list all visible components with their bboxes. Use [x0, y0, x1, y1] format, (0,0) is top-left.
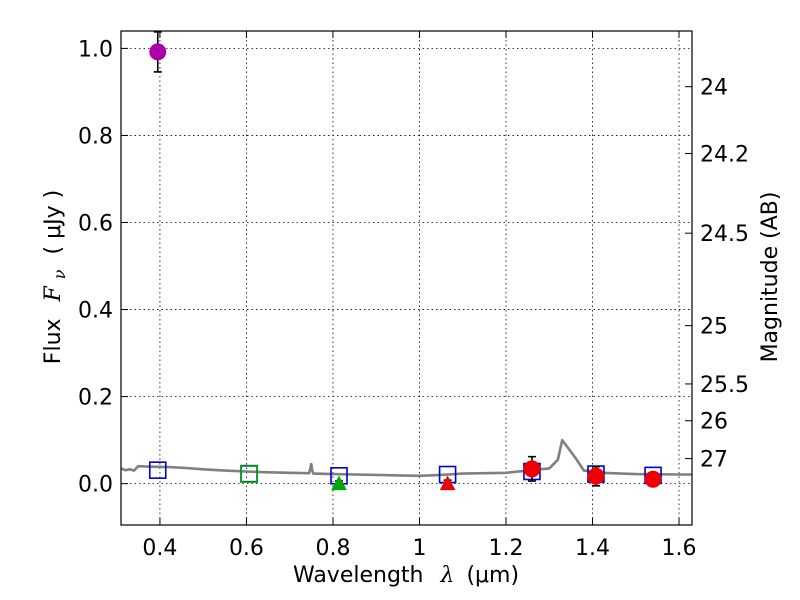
- data-point-square: [240, 465, 258, 483]
- y-axis-label-subscript: ν: [50, 269, 69, 279]
- plot-frame: [120, 30, 693, 526]
- data-point-square: [148, 461, 167, 479]
- y-tick-label: 0.2: [78, 386, 113, 411]
- x-axis-label: Wavelength λ (μm): [293, 563, 519, 588]
- sed-model-line: [120, 438, 692, 478]
- x-tick-label: 1.4: [575, 536, 610, 561]
- y2-tick-label: 27: [700, 448, 728, 473]
- axis-ticks: 0.4 0.6 0.8 1 1.2 1.4 1.6 0.0 0.2 0.4 0.6 0.8 1.0 24 2…: [78, 31, 749, 561]
- data-markers-layer: [148, 31, 662, 491]
- data-point-circle: [587, 467, 605, 485]
- x-axis-label-prefix: Wavelength: [293, 563, 424, 588]
- x-tick-label: 0.6: [229, 536, 264, 561]
- x-axis-label-unit: (μm): [466, 563, 519, 588]
- data-point-circle: [149, 43, 167, 61]
- grid-lines: [121, 31, 692, 525]
- y-tick-label: 1.0: [78, 37, 113, 62]
- x-tick-label: 1.2: [488, 536, 523, 561]
- y-tick-label: 0.6: [78, 212, 113, 237]
- y-tick-label: 0.8: [78, 124, 113, 149]
- y2-tick-label: 25: [700, 315, 728, 340]
- y-axis-label-unit: ( μJy ): [41, 190, 66, 255]
- y-axis-label-prefix: Flux: [41, 318, 66, 364]
- y2-tick-label: 25.5: [700, 373, 749, 398]
- y-tick-label: 0.0: [78, 473, 113, 498]
- sed-model-layer: [120, 438, 692, 478]
- x-tick-label: 0.4: [142, 536, 177, 561]
- right-axis-label: Magnitude (AB): [758, 192, 783, 363]
- y2-tick-label: 24: [700, 76, 728, 101]
- data-point-circle: [523, 460, 541, 478]
- y-tick-label: 0.4: [78, 299, 113, 324]
- y-axis-label-symbol: F: [41, 285, 66, 302]
- data-point-triangle: [331, 475, 347, 491]
- x-tick-label: 1: [412, 536, 426, 561]
- data-point-square: [240, 464, 258, 483]
- data-point-triangle: [439, 475, 456, 491]
- y2-tick-label: 24.5: [700, 222, 749, 247]
- x-tick-label: 1.6: [662, 536, 697, 561]
- data-point-circle: [644, 470, 662, 488]
- x-tick-label: 0.8: [315, 536, 350, 561]
- y2-tick-label: 24.2: [700, 142, 749, 167]
- y-axis-label: Flux F ν ( μJy ): [41, 190, 71, 364]
- y2-tick-label: 26: [700, 410, 728, 435]
- x-axis-label-symbol: λ: [439, 563, 454, 588]
